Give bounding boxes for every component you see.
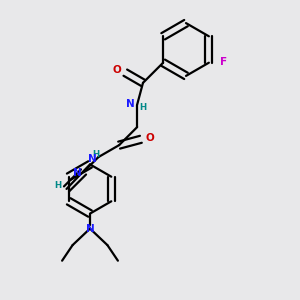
Text: N: N bbox=[88, 154, 97, 164]
Text: H: H bbox=[92, 150, 100, 159]
Text: N: N bbox=[85, 224, 94, 234]
Text: F: F bbox=[220, 57, 227, 67]
Text: N: N bbox=[126, 99, 135, 109]
Text: N: N bbox=[73, 168, 81, 178]
Text: O: O bbox=[146, 133, 154, 143]
Text: H: H bbox=[55, 181, 62, 190]
Text: H: H bbox=[139, 103, 146, 112]
Text: O: O bbox=[112, 65, 121, 75]
